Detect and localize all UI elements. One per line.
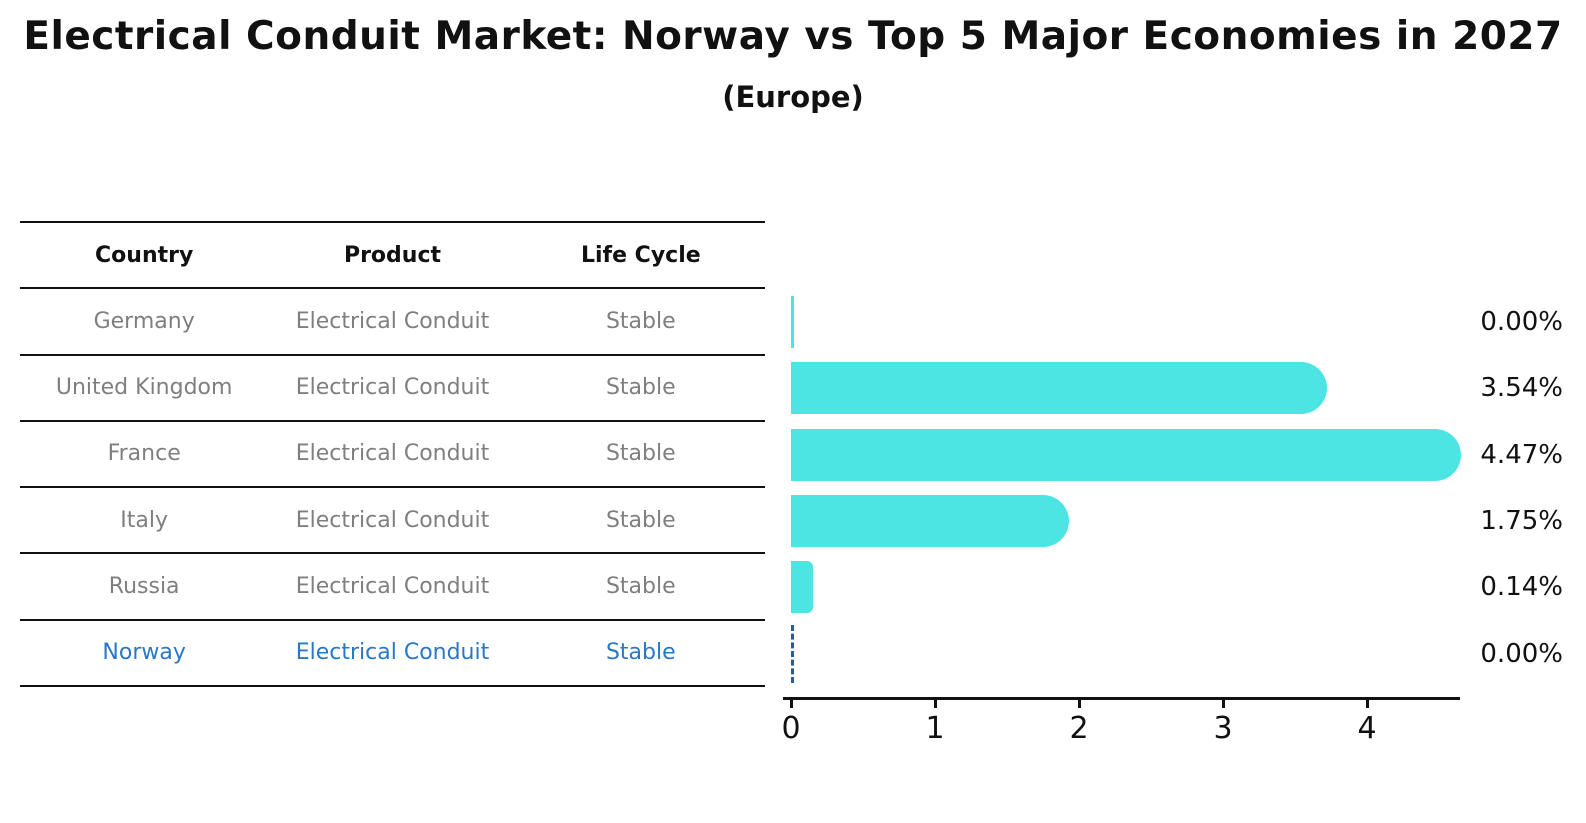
chart-subtitle: (Europe) [722,80,864,114]
bar-united-kingdom [791,362,1327,415]
bar-row-united-kingdom: 3.54% [791,355,1563,421]
cell-life-cycle: Stable [605,308,676,334]
bar-russia [791,561,814,614]
value-label-united-kingdom: 3.54% [1480,373,1563,404]
cell-product: Electrical Conduit [295,441,490,467]
cell-life-cycle: Stable [605,441,676,467]
bar-italy [791,495,1069,548]
x-tick-mark [1078,697,1081,708]
bar-row-germany: 0.00% [791,289,1563,355]
cell-product: Electrical Conduit [295,574,490,600]
cell-product: Electrical Conduit [295,375,490,401]
cell-country: Italy [120,507,169,533]
country-table: Country Product Life Cycle Germany Elect… [20,221,765,687]
norway-dashed-marker [791,624,794,683]
cell-product: Electrical Conduit [295,507,490,533]
cell-country: France [107,441,181,467]
column-header-product: Product [343,242,442,268]
value-label-italy: 1.75% [1480,506,1563,537]
bar-germany [791,296,794,349]
cell-product: Electrical Conduit [295,640,490,666]
value-label-norway: 0.00% [1480,638,1563,669]
x-tick-label: 1 [925,711,945,746]
chart-title: Electrical Conduit Market: Norway vs Top… [23,14,1563,59]
table-row-united-kingdom: United Kingdom Electrical Conduit Stable [20,356,765,422]
value-label-russia: 0.14% [1480,572,1563,603]
table-header-row: Country Product Life Cycle [20,223,765,290]
x-axis: 0 1 2 3 4 [781,697,1460,757]
cell-country: Russia [108,574,180,600]
x-tick-label: 2 [1069,711,1089,746]
cell-life-cycle: Stable [605,507,676,533]
x-tick-mark [790,697,793,708]
x-tick-label: 0 [781,711,801,746]
cell-country: Germany [93,308,195,334]
x-tick-mark [934,697,937,708]
column-header-life-cycle: Life Cycle [580,242,701,268]
table-row-germany: Germany Electrical Conduit Stable [20,289,765,356]
table-row-italy: Italy Electrical Conduit Stable [20,488,765,555]
x-tick-label: 3 [1213,711,1233,746]
x-tick-mark [1222,697,1225,708]
x-axis-spine [783,697,1460,700]
x-tick-label: 4 [1357,711,1377,746]
cell-country: Norway [102,640,186,666]
column-header-country: Country [95,242,194,268]
table-row-russia: Russia Electrical Conduit Stable [20,554,765,621]
x-tick-mark [1366,697,1369,708]
cell-life-cycle: Stable [605,640,676,666]
bar-row-france: 4.47% [791,422,1563,488]
value-label-france: 4.47% [1480,439,1563,470]
bar-row-italy: 1.75% [791,488,1563,554]
cell-life-cycle: Stable [605,375,676,401]
cell-country: United Kingdom [55,375,233,401]
table-row-france: France Electrical Conduit Stable [20,422,765,489]
bar-row-russia: 0.14% [791,554,1563,620]
bar-plot-area: 0.00% 3.54% 4.47% 1.75% 0.14% 0.00% [791,289,1563,687]
cell-life-cycle: Stable [605,574,676,600]
bar-france [791,428,1461,481]
bar-row-norway: 0.00% [791,621,1563,687]
value-label-germany: 0.00% [1480,307,1563,338]
cell-product: Electrical Conduit [295,308,490,334]
table-row-norway: Norway Electrical Conduit Stable [20,621,765,687]
